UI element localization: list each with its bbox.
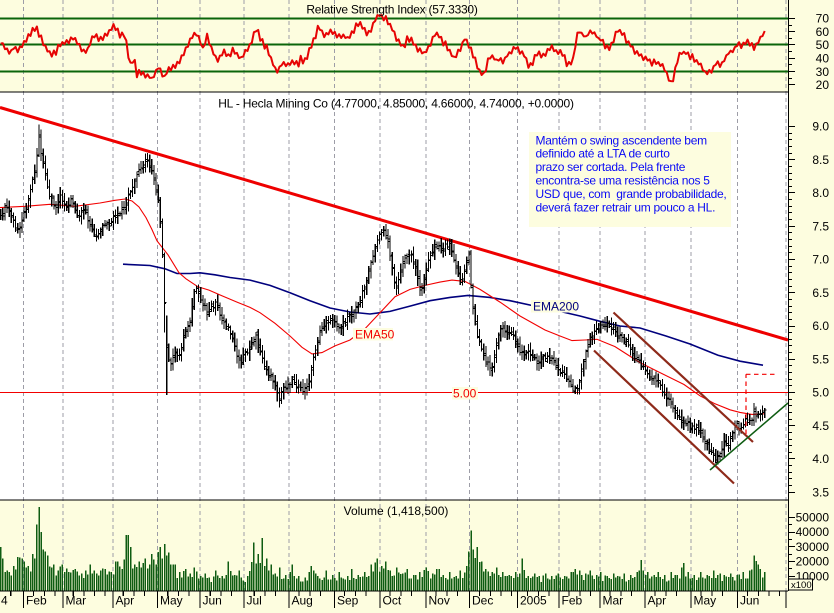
- svg-text:prazo ser cortada. Pela frente: prazo ser cortada. Pela frente: [536, 160, 686, 174]
- svg-text:Aug: Aug: [292, 594, 313, 608]
- svg-text:50: 50: [816, 38, 830, 52]
- svg-text:May: May: [160, 594, 183, 608]
- svg-text:Nov: Nov: [429, 594, 450, 608]
- svg-text:3.5: 3.5: [812, 485, 829, 499]
- svg-text:6.5: 6.5: [812, 286, 829, 300]
- svg-text:EMA200: EMA200: [533, 300, 579, 314]
- svg-text:Oct: Oct: [383, 594, 402, 608]
- svg-text:2005: 2005: [520, 594, 547, 608]
- svg-text:Jun: Jun: [203, 594, 222, 608]
- svg-text:EMA50: EMA50: [355, 328, 395, 342]
- svg-text:Apr: Apr: [116, 594, 135, 608]
- svg-text:50000: 50000: [796, 511, 830, 525]
- svg-text:Jul: Jul: [247, 594, 262, 608]
- svg-text:Jun: Jun: [740, 594, 759, 608]
- svg-text:Feb: Feb: [562, 594, 583, 608]
- svg-text:Mar: Mar: [603, 594, 624, 608]
- svg-text:8.5: 8.5: [812, 153, 829, 167]
- svg-text:Mar: Mar: [66, 594, 87, 608]
- svg-text:20000: 20000: [796, 555, 830, 569]
- svg-text:Volume (1,418,500): Volume (1,418,500): [344, 504, 449, 518]
- svg-text:5.0: 5.0: [812, 386, 829, 400]
- svg-text:30000: 30000: [796, 540, 830, 554]
- svg-text:70: 70: [816, 12, 830, 26]
- svg-text:4.5: 4.5: [812, 419, 829, 433]
- svg-text:x100: x100: [791, 580, 812, 591]
- svg-text:Dec: Dec: [472, 594, 493, 608]
- svg-text:USD que, com grande probabili: USD que, com grande probabilidade,: [536, 187, 727, 201]
- svg-text:Apr: Apr: [648, 594, 667, 608]
- svg-text:encontra-se uma resistência no: encontra-se uma resistência nos 5: [536, 174, 711, 188]
- svg-text:7.5: 7.5: [812, 219, 829, 233]
- svg-text:40000: 40000: [796, 525, 830, 539]
- svg-text:Sep: Sep: [337, 594, 359, 608]
- svg-text:5.00: 5.00: [453, 387, 477, 401]
- svg-text:6.0: 6.0: [812, 319, 829, 333]
- svg-text:60: 60: [816, 25, 830, 39]
- svg-text:40: 40: [816, 52, 830, 66]
- svg-text:definido até a LTA de curto: definido até a LTA de curto: [536, 147, 671, 161]
- svg-text:Mantém o swing ascendente bem: Mantém o swing ascendente bem: [536, 133, 708, 147]
- svg-text:30: 30: [816, 65, 830, 79]
- svg-text:8.0: 8.0: [812, 186, 829, 200]
- svg-text:7.0: 7.0: [812, 253, 829, 267]
- svg-text:9.0: 9.0: [812, 120, 829, 134]
- svg-text:deverá fazer retrair um pouco: deverá fazer retrair um pouco a HL.: [536, 200, 716, 214]
- svg-text:May: May: [694, 594, 717, 608]
- svg-text:20: 20: [816, 78, 830, 92]
- svg-text:5.5: 5.5: [812, 352, 829, 366]
- svg-text:4.0: 4.0: [812, 452, 829, 466]
- svg-text:4: 4: [1, 594, 8, 608]
- svg-text:Relative Strength Index (57.33: Relative Strength Index (57.3330): [306, 3, 477, 17]
- svg-text:HL - Hecla Mining Co (4.77000,: HL - Hecla Mining Co (4.77000, 4.85000, …: [218, 97, 574, 111]
- svg-text:Feb: Feb: [26, 594, 47, 608]
